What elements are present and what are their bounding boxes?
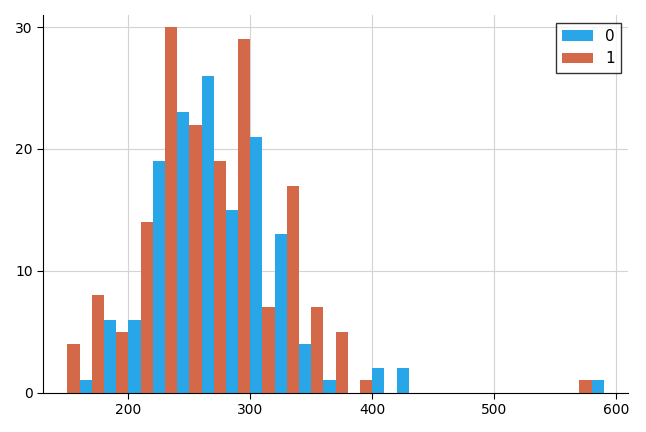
Bar: [116, 332, 129, 393]
Bar: [397, 368, 409, 393]
Bar: [250, 137, 262, 393]
Bar: [287, 185, 299, 393]
Bar: [129, 320, 141, 393]
Bar: [579, 381, 592, 393]
Bar: [226, 210, 238, 393]
Bar: [360, 381, 372, 393]
Bar: [311, 307, 324, 393]
Bar: [592, 381, 604, 393]
Bar: [299, 344, 311, 393]
Bar: [79, 381, 92, 393]
Bar: [152, 161, 165, 393]
Bar: [67, 344, 79, 393]
Bar: [189, 124, 202, 393]
Bar: [165, 27, 177, 393]
Bar: [104, 320, 116, 393]
Legend: 0, 1: 0, 1: [556, 22, 621, 73]
Bar: [262, 307, 275, 393]
Bar: [336, 332, 348, 393]
Bar: [238, 39, 250, 393]
Bar: [92, 295, 104, 393]
Bar: [372, 368, 384, 393]
Bar: [177, 112, 189, 393]
Bar: [324, 381, 336, 393]
Bar: [214, 161, 226, 393]
Bar: [202, 76, 214, 393]
Bar: [275, 234, 287, 393]
Bar: [141, 222, 152, 393]
